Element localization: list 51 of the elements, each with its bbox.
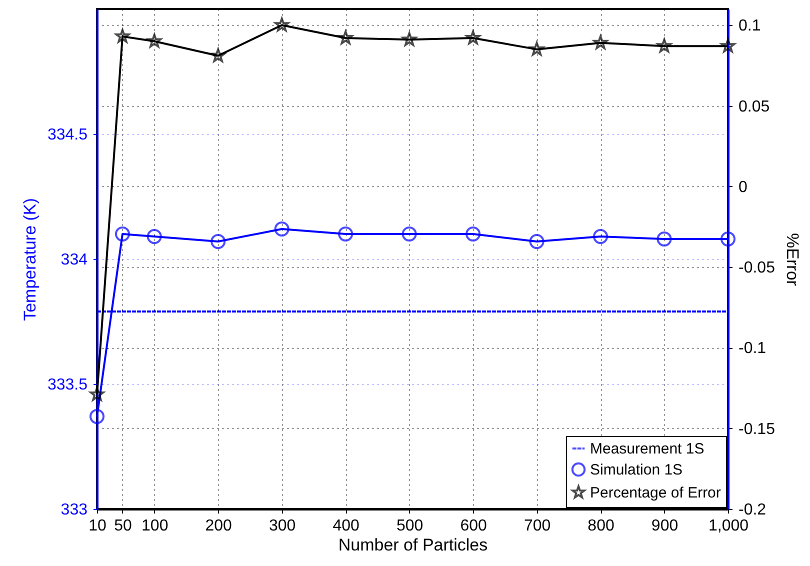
y2-tick-label: -0.05 <box>738 260 776 277</box>
y2-tick-label: 0 <box>738 178 748 196</box>
point <box>210 234 226 250</box>
x-tick-label: 50 <box>114 518 132 534</box>
x-tick-label: 200 <box>205 518 232 534</box>
y2-tick-label: -0.2 <box>738 502 766 518</box>
x-tick-label: 900 <box>651 518 678 534</box>
point <box>657 38 672 52</box>
x-tick-label: 700 <box>524 518 551 534</box>
y2-axis-title: %Error <box>782 233 802 286</box>
point <box>656 231 672 247</box>
point <box>146 228 162 244</box>
y-tick-label: 333 <box>60 502 88 518</box>
y-tick-label: 333.5 <box>47 376 88 394</box>
y-tick-label: 334.5 <box>47 126 88 144</box>
point <box>89 408 105 424</box>
point <box>720 231 736 247</box>
x-tick-label: 800 <box>588 518 614 534</box>
x-tick-label: 400 <box>332 518 360 534</box>
point <box>530 42 544 56</box>
point <box>338 226 354 242</box>
point <box>274 221 290 237</box>
x-tick-label: 10 <box>88 518 106 534</box>
point <box>210 48 226 62</box>
legend-label: Measurement 1S <box>590 440 704 458</box>
point <box>593 35 608 50</box>
y-tick-label: 334 <box>60 252 88 268</box>
point <box>147 34 162 48</box>
x-tick-label: 500 <box>396 518 424 534</box>
x-tick-label: 300 <box>268 518 296 534</box>
y-axis-title: Temperature (K) <box>20 198 40 321</box>
point <box>114 226 130 242</box>
y2-tick-label: -0.15 <box>738 420 776 438</box>
x-tick-label: 600 <box>460 518 487 534</box>
y2-tick-label: 0.1 <box>738 18 761 35</box>
point <box>593 228 608 244</box>
x-tick-label: 100 <box>142 518 168 534</box>
legend-label: Simulation 1S <box>590 462 683 478</box>
point <box>402 32 417 46</box>
point <box>720 38 736 52</box>
point <box>115 28 130 43</box>
point <box>529 234 544 250</box>
y2-tick-label: 0.05 <box>738 98 770 116</box>
point <box>402 226 417 242</box>
x-tick-label: 1,000 <box>708 518 749 534</box>
x-axis-title: Number of Particles <box>338 536 488 554</box>
point <box>274 18 290 32</box>
y2-tick-label: -0.1 <box>738 340 766 358</box>
legend-label: Percentage of Error <box>590 484 721 502</box>
point <box>466 226 481 242</box>
point <box>90 386 104 401</box>
